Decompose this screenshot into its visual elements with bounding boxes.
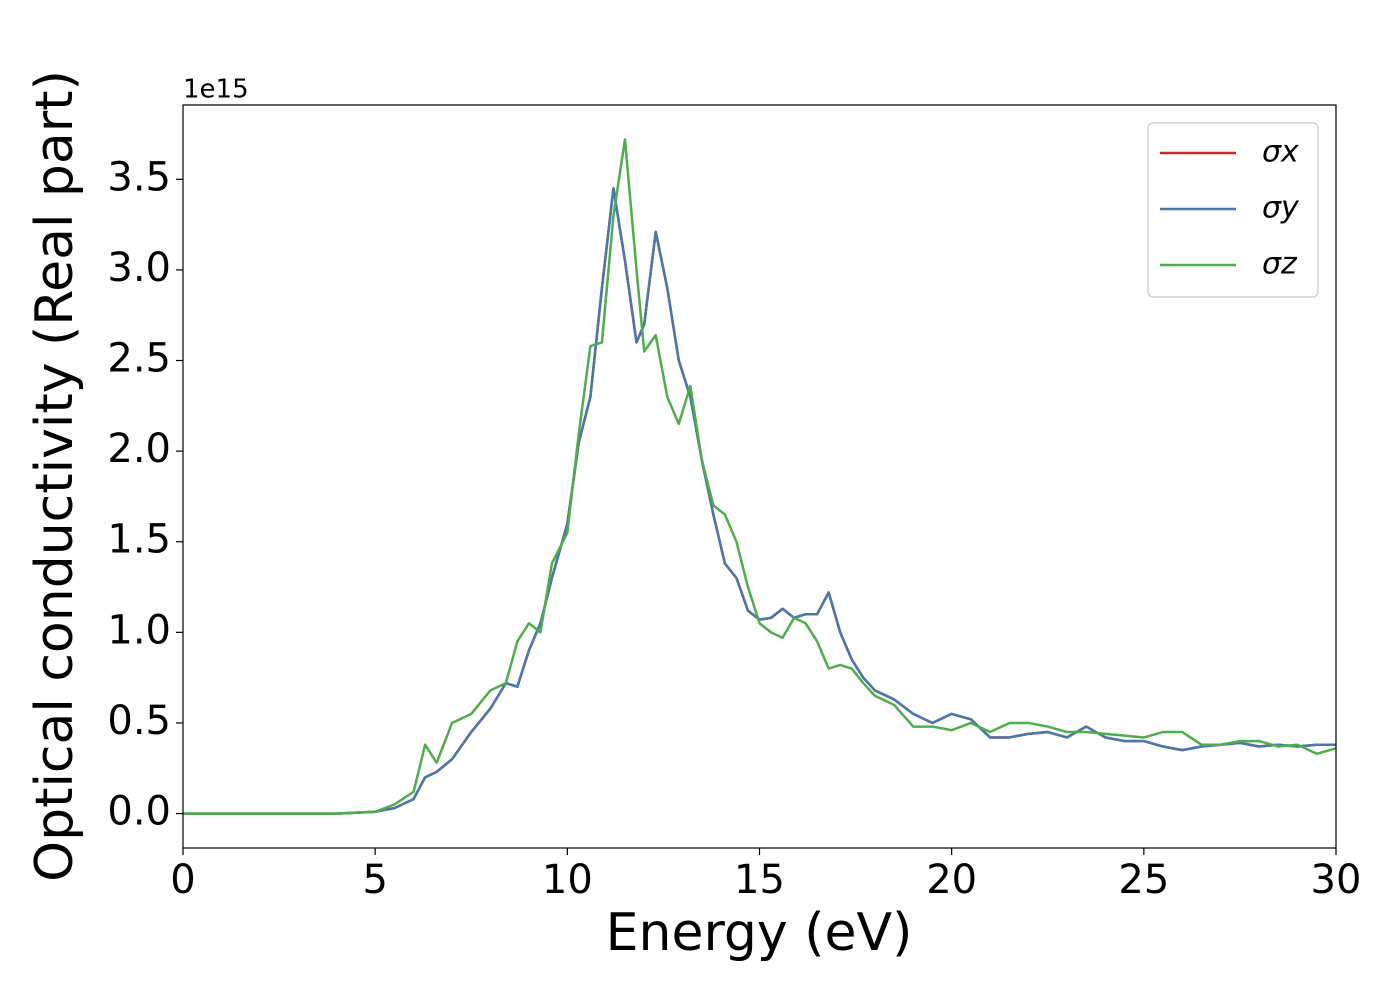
y-tick-label: 1.0 <box>107 607 171 653</box>
y-tick-label: 0.5 <box>107 698 171 744</box>
series-line <box>183 138 1337 815</box>
y-tick-label: 3.5 <box>107 154 171 200</box>
legend-label: σz <box>1262 247 1298 282</box>
y-axis-label: Optical conductivity (Real part) <box>25 70 85 882</box>
series-line <box>183 187 1336 815</box>
y-offset-label: 1e15 <box>183 75 249 105</box>
x-tick-label: 0 <box>170 857 195 903</box>
y-tick-label: 2.0 <box>107 426 171 472</box>
y-tick-label: 0.0 <box>107 789 171 835</box>
x-tick-label: 20 <box>926 857 977 903</box>
y-tick-label: 1.5 <box>107 517 171 563</box>
y-tick-label: 2.5 <box>107 336 171 382</box>
legend-label: σy <box>1262 191 1300 226</box>
plot-frame <box>182 104 1337 849</box>
legend-label: σx <box>1262 135 1299 170</box>
x-axis-label: Energy (eV) <box>606 903 913 963</box>
x-tick-label: 5 <box>362 857 387 903</box>
x-tick-label: 30 <box>1311 857 1362 903</box>
y-tick-label: 3.0 <box>107 245 171 291</box>
x-tick-label: 15 <box>734 857 785 903</box>
x-tick-label: 25 <box>1118 857 1169 903</box>
x-tick-label: 10 <box>542 857 593 903</box>
